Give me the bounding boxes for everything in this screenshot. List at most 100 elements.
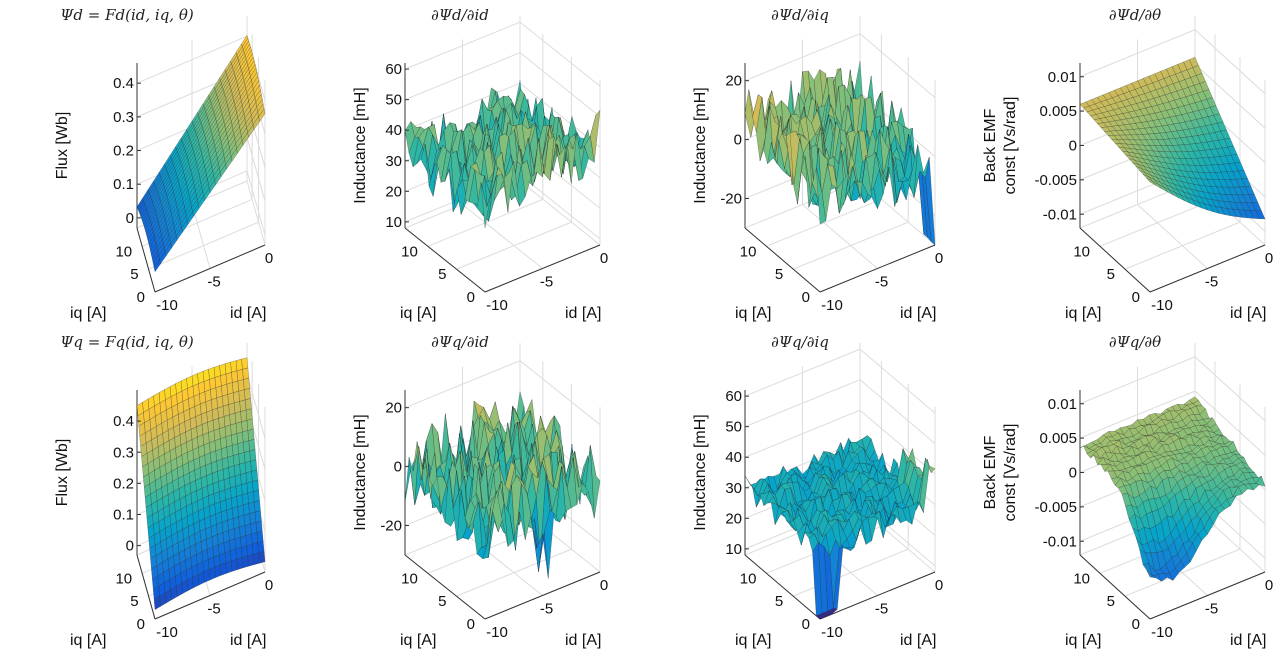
surface-mesh [1079, 396, 1266, 582]
iq-tick-label: 10 [401, 570, 418, 587]
z-tick-label: 0.4 [113, 75, 134, 92]
iq-tick-label: 0 [467, 289, 475, 306]
iq-tick-label: 10 [1073, 243, 1090, 260]
surface-patch [181, 219, 189, 233]
surface-patch [225, 155, 233, 170]
gridline [766, 198, 882, 247]
id-tick-label: -10 [1151, 624, 1173, 641]
gridline [859, 33, 936, 99]
surface-plot: 0 0.1 0.2 0.3 0.4 0 5 10 -10 -5 0 iq [A] id [A] Flux … [54, 333, 273, 649]
iq-tick-label: 10 [115, 570, 132, 587]
gridline [519, 21, 601, 87]
id-tick-label: -5 [540, 601, 553, 618]
surface-patch [164, 243, 172, 257]
z-tick-label: -0.005 [1034, 172, 1077, 189]
z-tick-label: 0.4 [113, 413, 134, 430]
z-tick-label: 0.3 [113, 109, 134, 126]
iq-tick-label: 5 [1107, 266, 1115, 283]
surface-patch [528, 138, 539, 187]
surface-patch [444, 154, 455, 205]
surface-patch [256, 98, 264, 113]
iq-tick-label: 5 [438, 593, 446, 610]
iq-tick-label: 0 [1132, 289, 1140, 306]
z-tick-label: 0.1 [113, 507, 134, 524]
z-tick-label: 0.2 [113, 475, 134, 492]
iq-axis [1079, 227, 1151, 293]
surface-patch [247, 124, 255, 139]
plot-title: ∂Ψq/∂θ [1109, 333, 1161, 351]
z-tick-label: 0 [1069, 465, 1077, 482]
gridline [148, 221, 259, 270]
id-tick-label: -5 [875, 601, 888, 618]
surface-mesh [136, 34, 266, 273]
surface-plot: -20 0 20 0 5 10 -10 -5 0 iq [A] id [A] Inductance [… [352, 333, 608, 649]
iq-axis-label: iq [A] [735, 632, 771, 649]
z-tick-label: 30 [725, 480, 742, 497]
iq-axis-label: iq [A] [70, 632, 106, 649]
surface-patch [170, 235, 178, 249]
id-tick-label: -5 [1205, 274, 1218, 291]
id-tick-label: -5 [1205, 601, 1218, 618]
id-axis-label: id [A] [1230, 632, 1266, 649]
z-tick-label: -0.01 [1043, 206, 1077, 223]
z-tick-label: -20 [720, 191, 742, 208]
surface-mesh [404, 391, 601, 579]
surface-plot: 10 20 30 40 50 60 0 5 10 -10 -5 0 iq [A] id [A] Induct… [692, 333, 943, 649]
gridline [859, 348, 936, 414]
surface-patch [251, 106, 258, 121]
id-tick-label: 0 [1265, 250, 1273, 267]
iq-tick-label: 0 [467, 616, 475, 633]
surface-patch [492, 166, 503, 191]
iq-tick-label: 10 [115, 243, 132, 260]
z-axis-label: Inductance [mH] [692, 414, 709, 531]
z-tick-label: 0.005 [1039, 430, 1077, 447]
iq-tick-label: 0 [802, 289, 810, 306]
z-tick-label: 10 [725, 541, 742, 558]
z-tick-label: 20 [385, 183, 402, 200]
gridline [859, 379, 936, 445]
surface-patch [230, 147, 238, 162]
surface-plot: 0 0.1 0.2 0.3 0.4 0 5 10 -10 -5 0 iq [A] id [A] Flux … [54, 6, 273, 322]
id-axis-label: id [A] [900, 632, 936, 649]
surface-patch [203, 187, 211, 202]
iq-tick-label: 0 [137, 289, 145, 306]
z-tick-label: 50 [725, 419, 742, 436]
gridline [793, 221, 909, 270]
iq-axis [744, 227, 821, 293]
z-tick-label: 20 [725, 510, 742, 527]
id-tick-label: -5 [875, 274, 888, 291]
gridline [246, 170, 266, 236]
z-tick-label: 20 [385, 400, 402, 417]
surface-patch [192, 203, 200, 218]
z-tick-label: -20 [380, 518, 402, 535]
iq-tick-label: 10 [1073, 570, 1090, 587]
id-axis-label: id [A] [900, 305, 936, 322]
surface-patch [503, 161, 514, 213]
iq-axis-label: iq [A] [400, 305, 436, 322]
z-tick-label: 0 [734, 132, 742, 149]
id-tick-label: -10 [156, 297, 178, 314]
iq-axis-label: iq [A] [1065, 305, 1101, 322]
surface-patch [175, 227, 183, 241]
z-tick-label: 0.1 [113, 176, 134, 193]
id-tick-label: -10 [486, 624, 508, 641]
iq-tick-label: 0 [137, 616, 145, 633]
iq-axis [136, 227, 156, 293]
id-tick-label: 0 [600, 250, 608, 267]
gridline [519, 52, 601, 118]
surface-patch [253, 84, 261, 99]
iq-tick-label: 5 [775, 593, 783, 610]
surface-patch [470, 162, 482, 176]
gridline [456, 548, 572, 597]
gridline [793, 548, 909, 597]
plot-title: Ψq = Fq(id, iq, θ) [60, 333, 194, 351]
gridline [802, 204, 878, 269]
id-axis [484, 244, 601, 293]
id-tick-label: 0 [265, 577, 273, 594]
id-tick-label: -5 [207, 274, 220, 291]
z-tick-label: 40 [725, 449, 742, 466]
iq-tick-label: 5 [775, 266, 783, 283]
iq-tick-label: 5 [130, 266, 138, 283]
id-tick-label: 0 [1265, 577, 1273, 594]
